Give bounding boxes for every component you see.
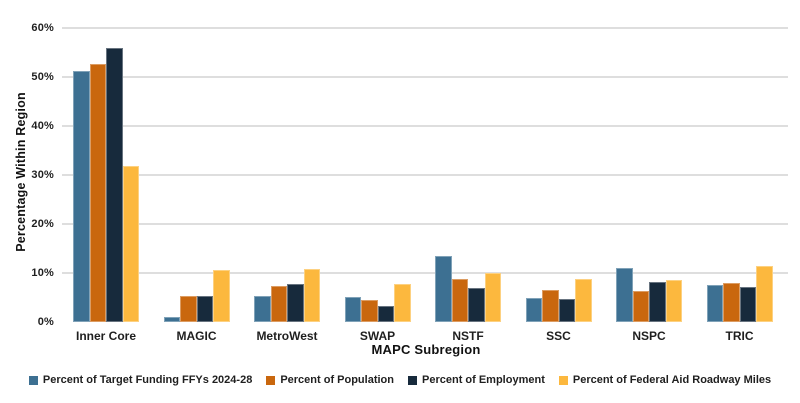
x-tick-label-nstf: NSTF (452, 329, 484, 343)
legend-item-employment: Percent of Employment (408, 374, 545, 386)
x-tick-label-swap: SWAP (359, 329, 396, 343)
bar-metrowest-population (270, 286, 287, 322)
gridline-50pct (62, 76, 788, 78)
x-tick-label-nspc: NSPC (632, 329, 666, 343)
bar-tric-federal-aid-roadway-miles (756, 266, 773, 322)
bar-inner-core-population (89, 64, 106, 322)
bar-group-ssc (525, 279, 592, 322)
y-tick-label-20pct: 20% (31, 218, 54, 230)
legend-label-federal-aid-roadway-miles: Percent of Federal Aid Roadway Miles (572, 374, 772, 386)
legend-item-target-funding: Percent of Target Funding FFYs 2024-28 (28, 374, 253, 386)
y-tick-label-0pct: 0% (37, 316, 54, 328)
bar-ssc-target-funding (525, 298, 542, 322)
bar-magic-target-funding (163, 317, 180, 322)
bar-nstf-population (451, 279, 468, 322)
bar-nstf-employment (468, 288, 485, 322)
y-tick-label-10pct: 10% (31, 267, 54, 279)
gridline-40pct (62, 125, 788, 127)
bar-metrowest-federal-aid-roadway-miles (303, 269, 320, 322)
legend-swatch-population (266, 375, 276, 385)
legend-item-federal-aid-roadway-miles: Percent of Federal Aid Roadway Miles (558, 374, 772, 386)
bar-nstf-target-funding (435, 256, 452, 322)
bar-metrowest-target-funding (254, 296, 271, 322)
x-tick-label-ssc: SSC (546, 329, 571, 343)
gridline-10pct (62, 272, 788, 274)
bar-magic-federal-aid-roadway-miles (213, 270, 230, 322)
bar-group-tric (706, 266, 773, 322)
legend-swatch-employment (408, 375, 417, 385)
bar-inner-core-federal-aid-roadway-miles (122, 166, 139, 322)
bar-swap-population (361, 300, 378, 322)
plot-area (62, 27, 788, 322)
bar-nspc-population (632, 291, 649, 322)
y-tick-label-40pct: 40% (31, 120, 54, 132)
y-tick-label-50pct: 50% (31, 71, 54, 83)
bar-inner-core-target-funding (73, 71, 90, 322)
bar-group-nspc (616, 268, 682, 322)
x-axis-title: MAPC Subregion (371, 342, 481, 357)
bar-nspc-employment (649, 282, 666, 322)
bar-ssc-federal-aid-roadway-miles (575, 279, 592, 322)
bar-group-swap (344, 284, 411, 322)
legend-swatch-target-funding (28, 375, 38, 385)
bar-tric-employment (739, 287, 756, 322)
legend-label-target-funding: Percent of Target Funding FFYs 2024-28 (42, 374, 253, 386)
bar-nstf-federal-aid-roadway-miles (484, 273, 501, 322)
legend-label-population: Percent of Population (280, 374, 394, 386)
legend: Percent of Target Funding FFYs 2024-28 Pe… (0, 374, 800, 386)
gridline-30pct (62, 174, 788, 176)
bar-nspc-target-funding (616, 268, 633, 322)
x-tick-label-tric: TRIC (725, 329, 754, 343)
legend-item-population: Percent of Population (266, 374, 394, 386)
gridline-60pct (62, 27, 788, 29)
bar-tric-target-funding (706, 285, 723, 322)
bar-swap-employment (377, 306, 394, 322)
bar-group-inner-core (73, 48, 139, 322)
x-tick-label-metrowest: MetroWest (256, 329, 318, 343)
bar-tric-population (723, 283, 740, 322)
bar-ssc-population (542, 290, 559, 322)
legend-swatch-federal-aid-roadway-miles (558, 375, 568, 385)
x-tick-label-inner-core: Inner Core (75, 329, 136, 343)
bar-inner-core-employment (106, 48, 123, 322)
bar-ssc-employment (558, 299, 575, 322)
bar-group-metrowest (254, 269, 320, 322)
bar-magic-employment (196, 296, 213, 322)
bar-nspc-federal-aid-roadway-miles (665, 280, 682, 322)
bar-swap-target-funding (344, 297, 361, 322)
x-tick-label-magic: MAGIC (176, 329, 217, 343)
bar-group-magic (163, 270, 230, 322)
bar-swap-federal-aid-roadway-miles (394, 284, 411, 322)
legend-label-employment: Percent of Employment (422, 374, 545, 386)
bar-group-nstf (435, 256, 501, 322)
y-tick-label-60pct: 60% (31, 22, 54, 34)
gridline-20pct (62, 223, 788, 225)
y-tick-label-30pct: 30% (31, 169, 54, 181)
bar-metrowest-employment (287, 284, 304, 322)
bar-magic-population (180, 296, 197, 322)
